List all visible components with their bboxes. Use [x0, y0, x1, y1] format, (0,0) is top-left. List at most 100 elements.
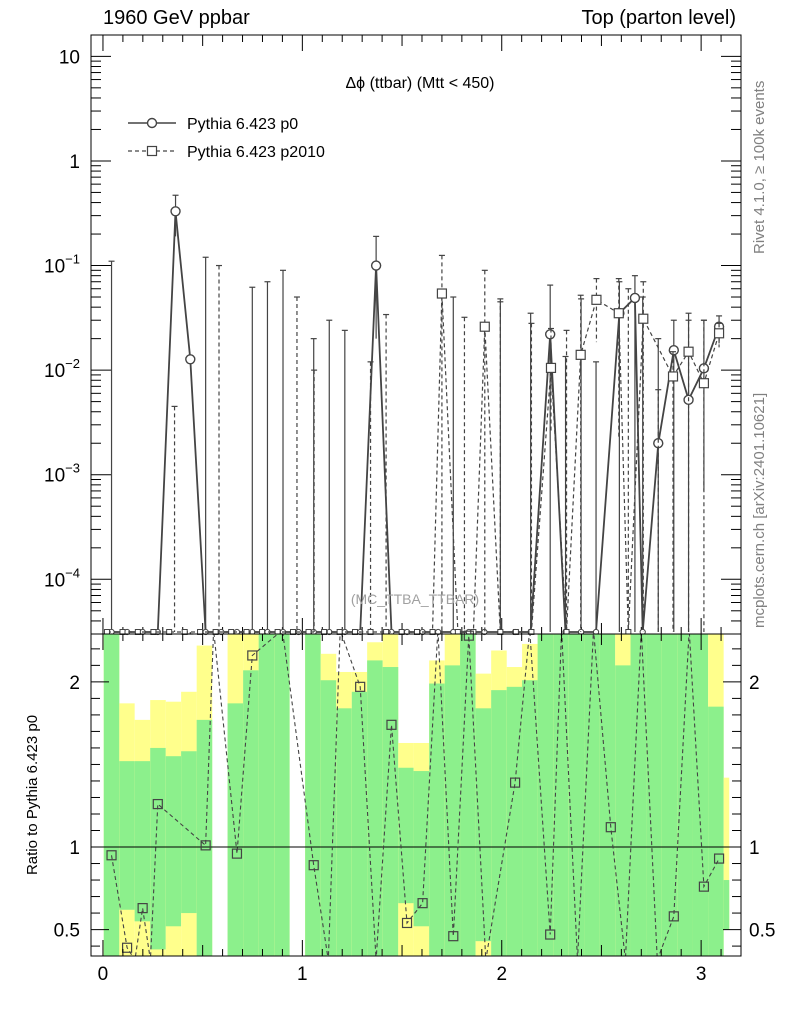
ratio-band-green — [351, 691, 368, 956]
ratio-point — [417, 898, 428, 909]
ratio-band-green — [181, 751, 197, 914]
ratio-band-green — [537, 634, 554, 956]
ratio-band-green — [336, 708, 352, 956]
ratio-point — [106, 850, 117, 861]
ratio-y-tick-label: 2 — [69, 673, 80, 694]
ratio-band-green — [677, 634, 693, 956]
ratio-point — [448, 931, 459, 942]
ratio-band-green — [305, 634, 321, 956]
ratio-band-green — [227, 703, 244, 956]
ratio-band-green — [398, 767, 414, 904]
x-tick-label: 3 — [696, 964, 707, 985]
ratio-band-green — [134, 761, 151, 922]
ratio-point — [152, 798, 163, 810]
ratio-band-green — [491, 690, 507, 956]
ratio-band-green — [413, 771, 430, 927]
legend-label-p2010: Pythia 6.423 p2010 — [187, 144, 325, 161]
ratio-band-green — [165, 756, 182, 927]
ratio-band-green — [522, 680, 538, 956]
y-tick-label: 10−4 — [44, 565, 80, 591]
mcplots-source-label: mcplots.cern.ch [arXiv:2401.10621] — [751, 392, 768, 628]
ratio-point — [605, 822, 616, 833]
rivet-version-label: Rivet 4.1.0, ≥ 100k events — [751, 80, 768, 254]
data-point — [436, 288, 448, 299]
ratio-band-green — [103, 634, 120, 956]
ratio-band-green — [196, 719, 213, 956]
ratio-point — [386, 719, 397, 730]
ratio-band-green — [723, 880, 730, 930]
ratio-point — [137, 903, 148, 914]
ratio-band-green — [475, 708, 492, 942]
series-p2010 — [103, 254, 725, 635]
y-tick-label: 10−2 — [44, 356, 80, 382]
data-point — [545, 362, 557, 374]
analysis-watermark: (MC_TTBA_TTBAR) — [351, 591, 479, 607]
ratio-band-green — [708, 706, 724, 956]
header-left-label: 1960 GeV ppbar — [103, 7, 250, 29]
legend-marker-p2010 — [146, 145, 158, 157]
ratio-y-tick-label-right: 2 — [749, 673, 760, 694]
ratio-point — [545, 929, 556, 940]
ratio-y-tick-label: 1 — [69, 838, 80, 859]
ratio-band-green — [119, 761, 135, 910]
ratio-band-green — [258, 634, 275, 956]
data-point — [638, 313, 649, 324]
ratio-band-green — [661, 634, 678, 956]
chart-title: Δϕ (ttbar) (Mtt < 450) — [345, 75, 494, 92]
y-tick-label: 10−1 — [44, 252, 80, 278]
data-point — [698, 378, 710, 389]
ratio-point — [121, 942, 133, 953]
header-right-label: Top (parton level) — [581, 7, 736, 29]
ratio-band-green — [646, 634, 662, 956]
ratio-plot-frame — [90, 633, 742, 957]
ratio-y-tick-label: 0.5 — [54, 921, 80, 942]
ratio-band-yellow — [723, 777, 730, 930]
ratio-y-tick-label-right: 1 — [749, 838, 760, 859]
ratio-y-tick-label-right: 0.5 — [749, 921, 775, 942]
data-point — [683, 346, 694, 357]
ratio-band-green — [599, 634, 616, 956]
ratio-band-green — [382, 667, 399, 956]
ratio-band-green — [506, 686, 523, 956]
ratio-axis-ticks — [91, 634, 741, 956]
x-tick-label: 2 — [496, 964, 507, 985]
main-series — [103, 194, 725, 636]
ratio-point — [355, 681, 366, 692]
data-point — [575, 349, 586, 360]
data-point — [170, 206, 181, 217]
ratio-band-green — [150, 747, 166, 950]
legend: Pythia 6.423 p0 Pythia 6.423 p2010 — [128, 116, 325, 161]
ratio-y-axis-label: Ratio to Pythia 6.423 p0 — [24, 715, 41, 875]
ratio-band-green — [553, 634, 569, 956]
ratio-band-green — [274, 634, 290, 956]
x-tick-label: 0 — [98, 964, 109, 985]
ratio-point — [668, 911, 679, 922]
legend-label-p0: Pythia 6.423 p0 — [187, 116, 298, 133]
ratio-band-green — [367, 660, 383, 956]
data-point — [667, 371, 679, 382]
ratio-point — [308, 860, 319, 871]
main-y-tick-labels: 10−4 10−3 10−2 10−1 1 10 — [44, 47, 80, 591]
ratio-panel: 0.5 0.5 1 1 2 2 0 1 2 3 Ratio to Pythia 6.423 p0 — [24, 630, 775, 985]
y-tick-label: 10 — [59, 47, 80, 68]
ratio-uncertainty-bands — [103, 634, 730, 956]
main-panel: 10−4 10−3 10−2 10−1 1 10 Δϕ (ttbar) (Mtt < 45… — [44, 34, 742, 636]
ratio-point — [401, 917, 413, 929]
x-tick-label: 1 — [297, 964, 308, 985]
ratio-band-green — [429, 683, 445, 956]
ratio-band-green — [692, 634, 709, 956]
ratio-point — [713, 853, 725, 864]
data-point — [668, 345, 680, 356]
ratio-point — [509, 777, 521, 788]
data-point — [629, 292, 641, 304]
ratio-band-green — [320, 680, 337, 956]
y-tick-label: 1 — [69, 152, 80, 173]
data-point — [544, 329, 556, 340]
ratio-point — [247, 650, 258, 661]
ratio-point — [463, 630, 474, 641]
ratio-tick-labels: 0.5 0.5 1 1 2 2 0 1 2 3 — [54, 673, 776, 985]
ratio-band-green — [460, 634, 476, 956]
ratio-band-green — [243, 670, 259, 956]
ratio-point — [698, 881, 710, 892]
